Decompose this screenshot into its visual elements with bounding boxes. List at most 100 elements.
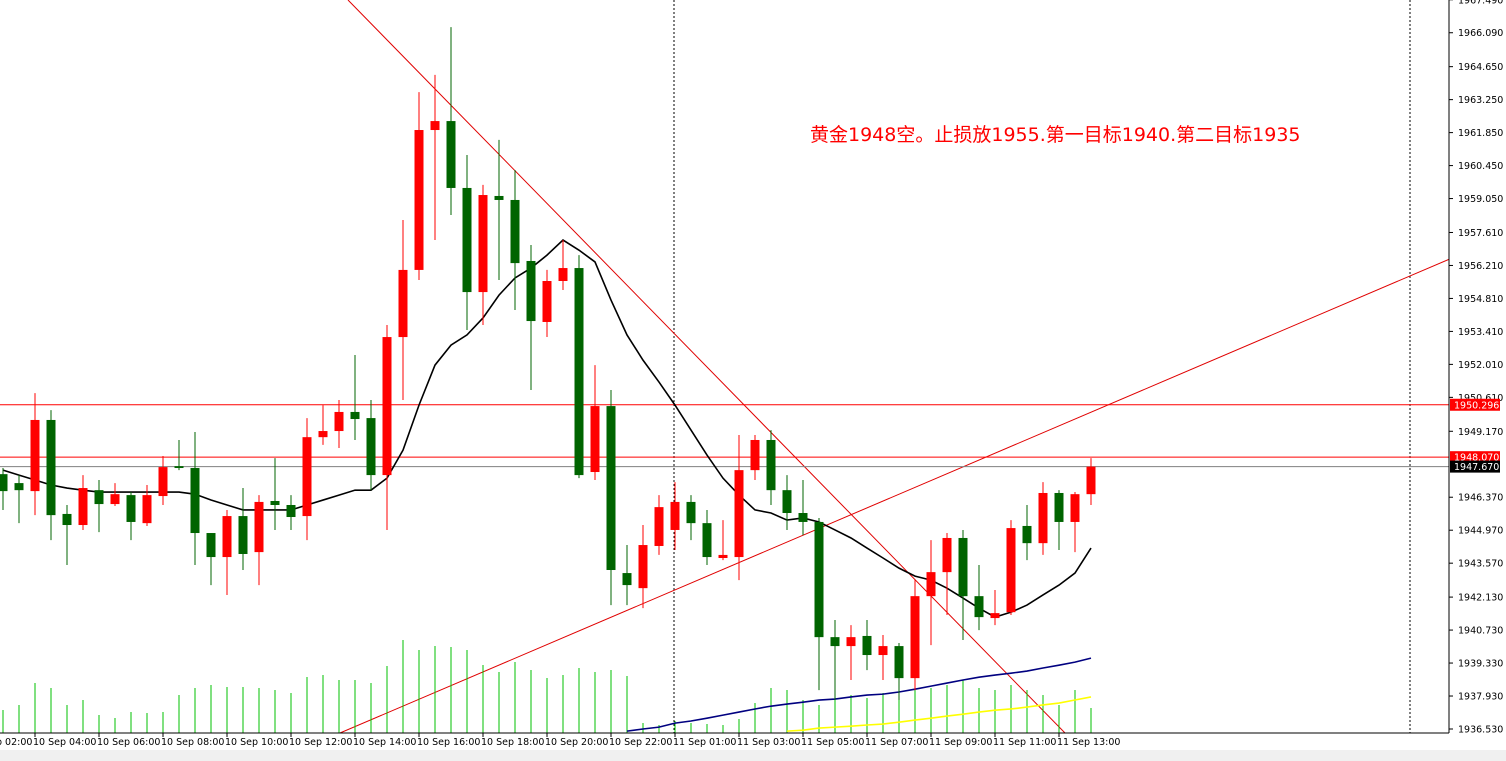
candle-body	[670, 501, 680, 530]
x-tick-label: 10 Sep 16:00	[417, 737, 480, 748]
candle-body	[190, 468, 200, 534]
candle-body	[894, 646, 904, 679]
candle-body	[1022, 525, 1032, 544]
x-tick-label: 10 Sep 08:00	[161, 737, 224, 748]
candle-body	[1006, 528, 1016, 613]
candle-body	[350, 411, 360, 420]
candle-body	[814, 521, 824, 638]
x-tick-label: 11 Sep 03:00	[737, 737, 800, 748]
candle-body	[206, 533, 216, 558]
candle-body	[14, 483, 24, 491]
trend-line	[347, 0, 1066, 733]
candle-body	[286, 504, 296, 518]
candle-body	[958, 537, 968, 597]
x-tick-label: 10 Sep 12:00	[289, 737, 352, 748]
y-tick-label: 1942.130	[1458, 593, 1503, 604]
candle-body	[1054, 492, 1064, 522]
x-tick-label: 10 Sep 22:00	[609, 737, 672, 748]
price-label: 1947.670	[1454, 462, 1499, 473]
candle-body	[366, 418, 376, 476]
y-tick-label: 1949.170	[1458, 427, 1503, 438]
candle-body	[302, 437, 312, 517]
y-tick-label: 1944.970	[1458, 526, 1503, 537]
x-tick-label: 10 Sep 02:00	[0, 737, 32, 748]
candle-body	[686, 501, 696, 524]
candle-body	[638, 545, 648, 589]
x-tick-label: 10 Sep 06:00	[97, 737, 160, 748]
x-tick-label: 10 Sep 20:00	[545, 737, 608, 748]
candle-body	[510, 199, 520, 264]
price-label-box	[1450, 451, 1500, 464]
candle-body	[446, 121, 456, 188]
candle-body	[622, 573, 632, 586]
candle-body	[590, 406, 600, 473]
candle-body	[158, 467, 168, 497]
x-tick-label: 11 Sep 09:00	[929, 737, 992, 748]
candle-body	[910, 596, 920, 679]
candle-body	[830, 637, 840, 647]
candle-body	[430, 121, 440, 131]
y-tick-label: 1954.810	[1458, 294, 1503, 305]
candle-body	[766, 439, 776, 491]
candle-body	[798, 513, 808, 522]
candle-body	[862, 635, 872, 656]
candle-body	[78, 488, 88, 526]
y-tick-label: 1966.090	[1458, 28, 1503, 39]
moving-average	[2, 239, 1092, 618]
candle-body	[30, 419, 40, 492]
y-tick-label: 1953.410	[1458, 327, 1503, 338]
moving-average	[626, 657, 1092, 732]
candle-body	[142, 495, 152, 524]
candle-body	[174, 466, 184, 469]
y-tick-label: 1960.450	[1458, 161, 1503, 172]
y-tick-label: 1940.730	[1458, 626, 1503, 637]
y-tick-label: 1950.610	[1458, 393, 1503, 404]
candle-body	[734, 470, 744, 558]
candle-body	[542, 280, 552, 322]
candle-body	[62, 513, 72, 526]
x-tick-label: 11 Sep 07:00	[865, 737, 928, 748]
candle-body	[1038, 492, 1048, 544]
price-label: 1950.296	[1454, 400, 1499, 411]
price-label-box	[1450, 460, 1500, 473]
candle-body	[334, 411, 344, 432]
x-tick-label: 10 Sep 18:00	[481, 737, 544, 748]
x-tick-label: 10 Sep 04:00	[33, 737, 96, 748]
candle-body	[750, 439, 760, 471]
x-tick-label: 11 Sep 01:00	[673, 737, 736, 748]
candle-body	[382, 337, 392, 476]
y-tick-label: 1959.050	[1458, 194, 1503, 205]
candle-body	[878, 646, 888, 656]
candle-body	[782, 490, 792, 514]
y-tick-label: 1939.330	[1458, 659, 1503, 670]
annotation: 黄金1948空。止损放1955.第一目标1940.第二目标1935	[810, 124, 1301, 146]
candle-body	[398, 269, 408, 338]
x-tick-label: 10 Sep 10:00	[225, 737, 288, 748]
candle-body	[526, 260, 536, 322]
candle-body	[270, 500, 280, 505]
candle-body	[974, 596, 984, 618]
candle-body	[846, 637, 856, 647]
y-tick-label: 1946.370	[1458, 493, 1503, 504]
trend-line	[339, 258, 1449, 733]
y-tick-label: 1952.010	[1458, 360, 1503, 371]
y-tick-label: 1963.250	[1458, 95, 1503, 106]
x-tick-label: 11 Sep 11:00	[993, 737, 1056, 748]
y-tick-label: 1961.850	[1458, 128, 1503, 139]
price-label-box	[1450, 398, 1500, 411]
candle-body	[1086, 466, 1096, 495]
x-tick-label: 11 Sep 13:00	[1057, 737, 1120, 748]
candle-body	[654, 507, 664, 546]
candle-body	[238, 516, 248, 554]
candle-body	[926, 572, 936, 597]
candle-body	[702, 523, 712, 558]
candle-body	[718, 554, 728, 558]
y-tick-label: 1964.650	[1458, 62, 1503, 73]
candle-body	[574, 268, 584, 476]
candle-body	[494, 195, 504, 200]
candle-body	[478, 195, 488, 293]
candle-body	[1070, 494, 1080, 522]
candle-body	[942, 537, 952, 573]
candle-body	[414, 130, 424, 270]
